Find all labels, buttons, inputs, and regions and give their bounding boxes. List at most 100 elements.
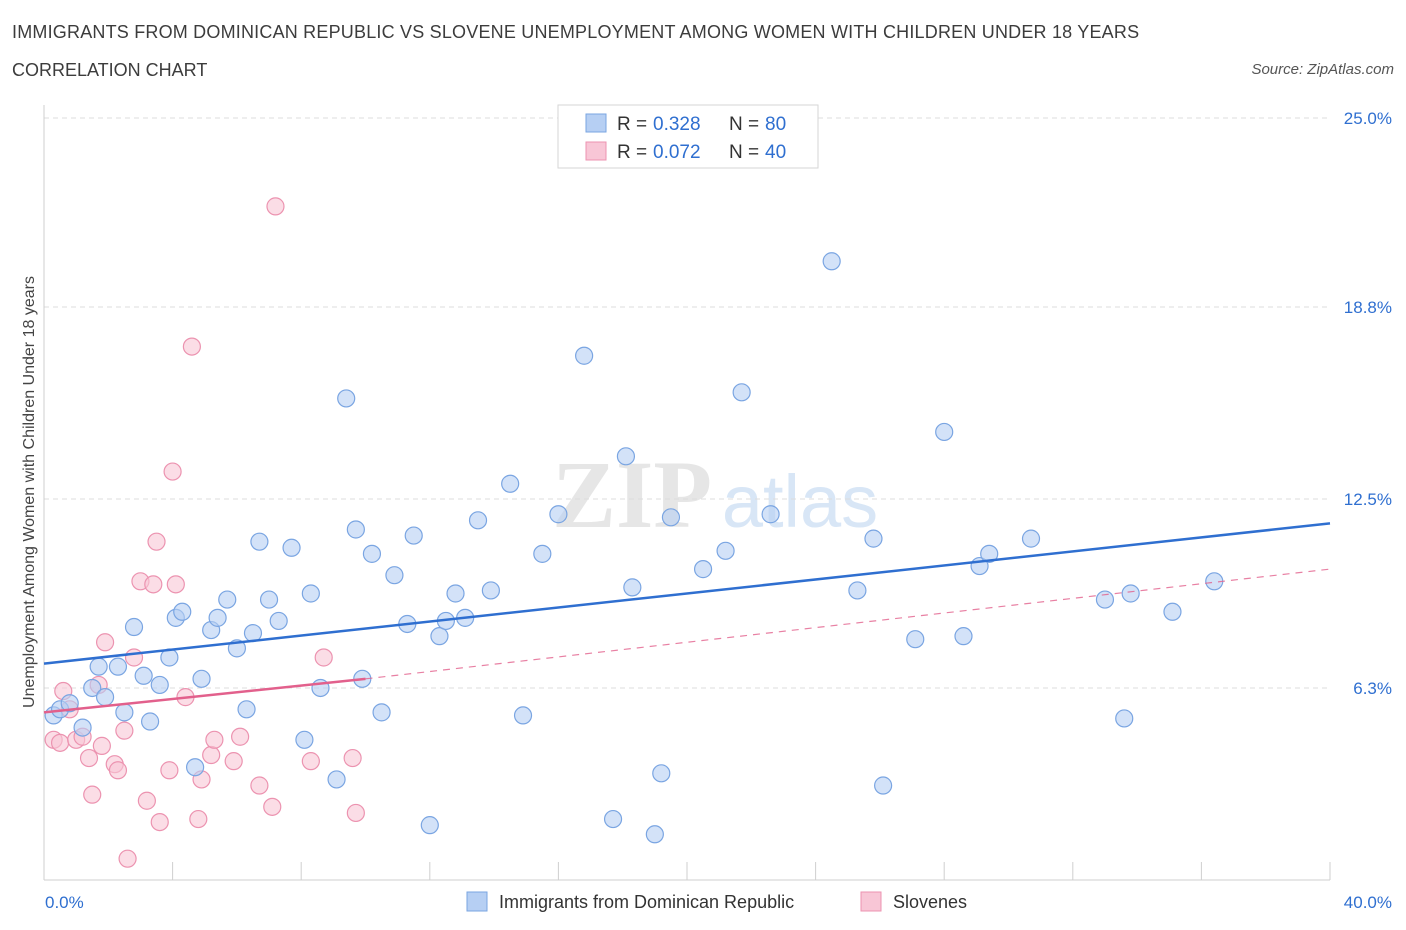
dominican-point [616,447,636,466]
legend-swatch-pink [585,141,607,161]
dominican-point [645,825,664,844]
dominican-point [1095,590,1115,609]
legend-n-value: 40 [765,142,786,163]
dominican-point [295,730,314,749]
slovenes-point [314,648,333,667]
dominican-point [250,532,269,551]
dominican-point [468,511,488,530]
slovenes-point [266,197,285,216]
slovenes-point [263,797,282,816]
y-tick-label: 6.3% [1353,679,1392,698]
legend-r-label: R = [617,114,647,135]
dominican-point [362,544,382,563]
chart-title: IMMIGRANTS FROM DOMINICAN REPUBLIC VS SL… [12,22,1140,42]
slovenes-point [95,633,115,652]
dominican-point [301,584,320,603]
dominican-point [874,776,893,795]
dominican-point [430,627,449,646]
slovenes-point [202,745,221,765]
legend-n-value: 80 [765,114,786,135]
dominican-point [1121,584,1140,603]
dominican-point [108,657,128,676]
slovenes-point [118,849,137,868]
dominican-point [761,505,780,524]
slovenes-point [147,532,166,551]
dominican-point [481,581,500,600]
dominican-point [848,581,867,600]
dominican-point [337,389,356,408]
slovenes-point [182,337,201,356]
slovenes-point [108,761,128,780]
slovenes-trend-line-extended [365,568,1331,680]
stats-legend: R = 0.328 N = 80 R = 0.072 N = 40 [557,104,819,169]
legend-r-value: 0.328 [653,114,701,135]
trend-lines [43,522,1331,714]
dominican-point [716,541,735,560]
dominican-point [95,688,115,707]
slovenes-point [137,791,156,810]
dominican-point [732,383,751,402]
dominican-point [124,617,144,637]
y-tick-label: 25.0% [1344,109,1392,128]
dominican-point [60,694,79,713]
dominican-point [533,544,552,563]
y-tick-label: 18.8% [1344,298,1392,317]
y-tick-labels: 6.3% 12.5% 18.8% 25.0% [1344,109,1392,698]
dominican-point [652,764,671,783]
slovenes-point [224,752,243,771]
dominican-point [73,718,92,737]
dominican-point [661,508,681,527]
watermark: ZIP atlas [552,441,878,548]
slovenes-point [79,748,99,768]
dominican-point [346,520,365,539]
dominican-point [513,706,533,725]
watermark-atlas: atlas [722,460,878,543]
slovenes-point [144,575,163,594]
slovenes-point [346,803,365,823]
dominican-point [259,590,279,609]
y-axis-label: Unemployment Among Women with Children U… [21,276,38,708]
slovenes-points [44,197,365,868]
series-legend-swatch-pink [860,891,882,912]
legend-swatch-blue [585,113,607,133]
slovenes-point [124,648,144,667]
dominican-point [89,657,108,676]
dominican-point [935,422,954,442]
dominican-point [906,630,925,649]
dominican-point [575,346,594,365]
dominican-point [237,700,256,719]
legend-r-value: 0.072 [653,142,701,163]
dominican-point [501,474,520,493]
dominican-point [1021,529,1041,548]
dominican-point [385,566,404,585]
slovenes-point [92,736,111,755]
dominican-point [192,669,211,688]
slovenes-point [301,752,320,771]
slovenes-point [250,776,269,795]
dominican-points [44,252,1224,844]
dominican-point [372,703,391,722]
dominican-point [446,584,465,603]
series-legend-label-dominican: Immigrants from Dominican Republic [499,892,794,912]
dominican-point [980,544,999,563]
dominican-point [864,529,883,548]
dominican-point [623,578,642,597]
dominican-point [1115,709,1134,728]
dominican-point [173,602,192,621]
dominican-point [134,666,153,685]
dominican-point [1163,602,1182,621]
dominican-trend-line [43,522,1331,665]
series-legend-label-slovenes: Slovenes [893,892,967,912]
dominican-point [954,627,973,646]
series-legend-swatch-blue [466,891,488,912]
dominican-point [140,712,160,731]
dominican-point [549,505,568,524]
y-tick-label: 12.5% [1344,490,1392,509]
dominican-point [186,758,205,777]
chart-subtitle: CORRELATION CHART [12,60,208,80]
x-tick-label-max: 40.0% [1344,893,1392,912]
dominican-point [693,560,713,579]
slovenes-point [231,727,250,746]
slovenes-point [205,730,224,749]
dominican-point [218,590,237,609]
